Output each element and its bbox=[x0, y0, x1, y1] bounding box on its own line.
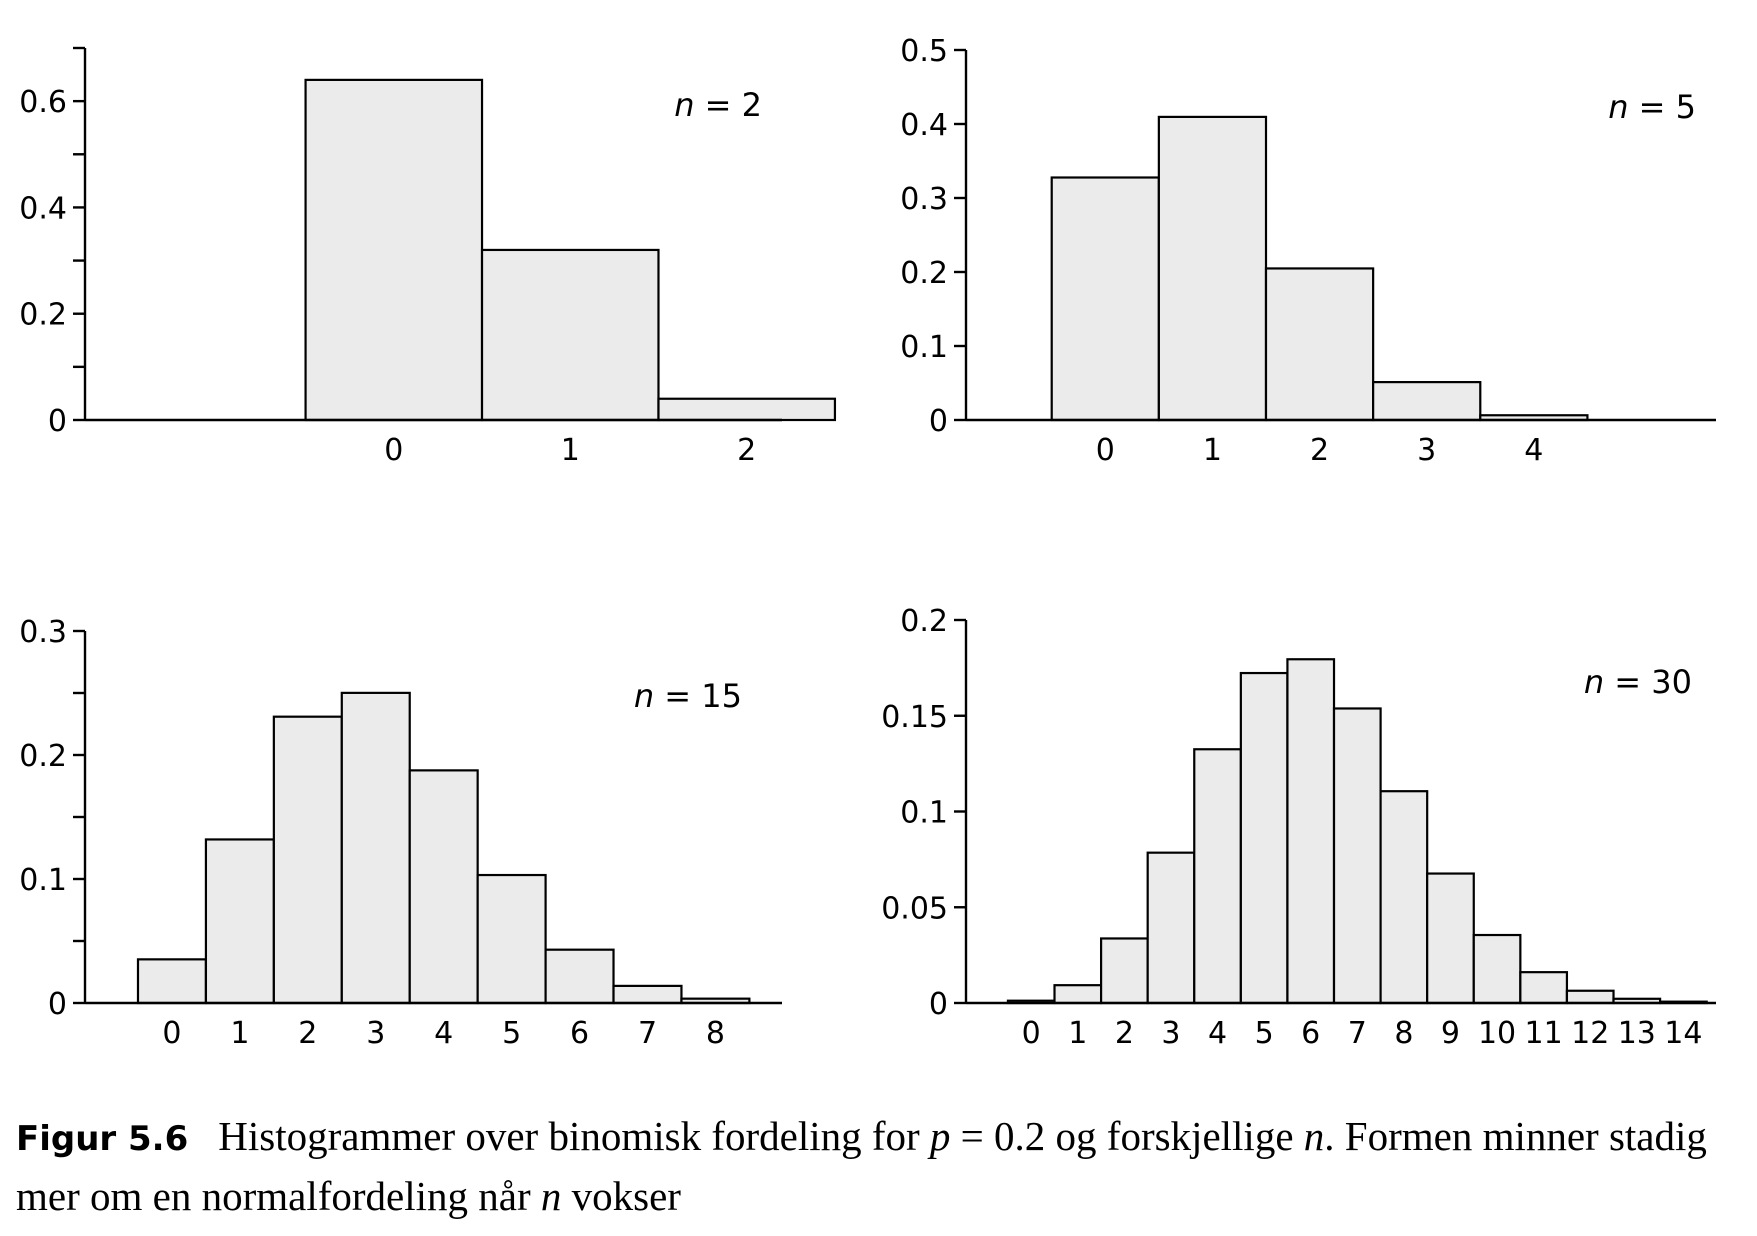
x-tick-label: 5 bbox=[502, 1016, 521, 1051]
histogram-bar bbox=[612, 984, 683, 1005]
histogram-bar bbox=[1565, 989, 1615, 1005]
x-tick-label: 6 bbox=[570, 1016, 589, 1051]
x-tick-label: 1 bbox=[561, 433, 580, 468]
histogram-bar bbox=[476, 873, 547, 1005]
x-tick-label: 3 bbox=[366, 1016, 385, 1051]
histogram-bar bbox=[544, 948, 615, 1005]
y-tick-label: 0 bbox=[929, 987, 948, 1022]
x-tick-label: 1 bbox=[1203, 433, 1222, 468]
y-tick-label: 0.05 bbox=[881, 891, 948, 926]
x-tick-label: 11 bbox=[1525, 1016, 1563, 1051]
x-tick-label: 7 bbox=[638, 1016, 657, 1051]
x-tick-label: 5 bbox=[1255, 1016, 1274, 1051]
y-tick-label: 0.2 bbox=[19, 739, 67, 774]
histogram-bar bbox=[340, 691, 411, 1005]
y-tick-label: 0.6 bbox=[19, 85, 67, 120]
histogram-panel-n5: 0 0.1 0.2 0.3 0.4 0.5 0 1 2 3 4 n = 5 bbox=[900, 34, 1716, 468]
histogram-panel-n30: 00.050.10.150.20 1 2 3 4 5 6 7 8 9 10 11 12 13 14n = 3… bbox=[881, 604, 1716, 1051]
y-tick-label: 0.2 bbox=[900, 256, 948, 291]
x-tick-label: 2 bbox=[1310, 433, 1329, 468]
y-tick-label: 0.4 bbox=[19, 191, 67, 226]
x-tick-label: 0 bbox=[1022, 1016, 1041, 1051]
n-annotation: n = 5 bbox=[1608, 88, 1696, 126]
histogram-bar bbox=[136, 958, 208, 1005]
histogram-bar bbox=[1146, 851, 1196, 1005]
x-tick-label: 6 bbox=[1301, 1016, 1320, 1051]
y-tick-label: 0.15 bbox=[881, 700, 948, 735]
x-tick-label: 10 bbox=[1478, 1016, 1516, 1051]
histogram-panel-n15: 0 0.1 0.2 0.3 0 1 2 3 4 5 6 7 8 n = 15 bbox=[19, 615, 782, 1051]
histogram-bar bbox=[657, 397, 837, 422]
histogram-bar bbox=[1157, 115, 1268, 422]
x-tick-label: 8 bbox=[706, 1016, 725, 1051]
x-tick-label: 8 bbox=[1394, 1016, 1413, 1051]
x-tick-label: 2 bbox=[737, 433, 756, 468]
caption-text-3: . Formen minner stadig mer om en normalf… bbox=[16, 1113, 1707, 1219]
figure-label: Figur 5.6 bbox=[16, 1119, 189, 1159]
y-tick-label: 0.1 bbox=[900, 796, 948, 831]
n-annotation: n = 30 bbox=[1584, 663, 1692, 701]
y-tick-label: 0 bbox=[48, 404, 67, 439]
histogram-panel-n2: 0 0.2 0.4 0.6 0 1 2 n = 2 bbox=[19, 46, 837, 468]
histogram-bar bbox=[1372, 381, 1482, 422]
histogram-bar bbox=[1519, 971, 1569, 1005]
y-tick-label: 0 bbox=[929, 404, 948, 439]
y-tick-label: 0.5 bbox=[900, 34, 948, 69]
caption-math-n2: n bbox=[540, 1173, 562, 1219]
x-tick-label: 3 bbox=[1161, 1016, 1180, 1051]
caption-eq: = 0.2 bbox=[950, 1113, 1046, 1159]
histogram-bar bbox=[1264, 267, 1375, 422]
histogram-figure: 00.20.40.60 1 2n = 200.10.20.30.40.50 1 2 3 4n… bbox=[19, 34, 1716, 1051]
x-tick-label: 4 bbox=[434, 1016, 453, 1051]
x-tick-label: 0 bbox=[162, 1016, 181, 1051]
x-tick-label: 0 bbox=[384, 433, 403, 468]
x-tick-label: 14 bbox=[1664, 1016, 1702, 1051]
x-tick-label: 2 bbox=[298, 1016, 317, 1051]
x-tick-label: 2 bbox=[1115, 1016, 1134, 1051]
x-tick-label: 9 bbox=[1441, 1016, 1460, 1051]
histogram-bar bbox=[1099, 937, 1149, 1005]
x-tick-label: 1 bbox=[230, 1016, 249, 1051]
y-tick-label: 0.4 bbox=[900, 108, 948, 143]
x-tick-label: 1 bbox=[1068, 1016, 1087, 1051]
n-annotation: n = 2 bbox=[674, 86, 762, 124]
histogram-bar bbox=[1472, 933, 1522, 1005]
x-tick-label: 3 bbox=[1417, 433, 1436, 468]
histogram-bar bbox=[1193, 748, 1242, 1005]
histogram-bar bbox=[204, 838, 275, 1005]
caption-text-2: og forskjellige bbox=[1045, 1113, 1304, 1159]
n-annotation: n = 15 bbox=[634, 677, 742, 715]
figure-caption: Figur 5.6 Histogrammer over binomisk ford… bbox=[16, 1108, 1741, 1225]
x-tick-label: 13 bbox=[1618, 1016, 1656, 1051]
y-tick-label: 0.1 bbox=[19, 863, 67, 898]
x-tick-label: 7 bbox=[1348, 1016, 1367, 1051]
y-tick-label: 0.2 bbox=[19, 298, 67, 333]
x-tick-label: 4 bbox=[1208, 1016, 1227, 1051]
caption-math-p: p bbox=[929, 1113, 951, 1159]
histogram-bar bbox=[1053, 984, 1103, 1005]
y-tick-label: 0.2 bbox=[900, 604, 948, 639]
histogram-bar bbox=[408, 769, 479, 1005]
histogram-bar bbox=[480, 248, 660, 422]
caption-text-1: Histogrammer over binomisk fordeling for bbox=[218, 1113, 930, 1159]
histogram-bar bbox=[1239, 671, 1289, 1005]
y-tick-label: 0.1 bbox=[900, 330, 948, 365]
histogram-bar bbox=[1379, 790, 1429, 1005]
histogram-bar bbox=[304, 78, 484, 422]
x-tick-label: 4 bbox=[1524, 433, 1543, 468]
caption-text-4: vokser bbox=[561, 1173, 681, 1219]
y-tick-label: 0.3 bbox=[900, 182, 948, 217]
histogram-bar bbox=[272, 715, 343, 1005]
histogram-bar bbox=[1426, 872, 1475, 1005]
x-tick-label: 12 bbox=[1571, 1016, 1609, 1051]
y-tick-label: 0 bbox=[48, 987, 67, 1022]
y-tick-label: 0.3 bbox=[19, 615, 67, 650]
histogram-bar bbox=[1332, 707, 1382, 1005]
histogram-bar bbox=[1050, 176, 1160, 422]
x-tick-label: 0 bbox=[1096, 433, 1115, 468]
histogram-bar bbox=[1286, 658, 1336, 1005]
caption-math-n1: n bbox=[1303, 1113, 1325, 1159]
